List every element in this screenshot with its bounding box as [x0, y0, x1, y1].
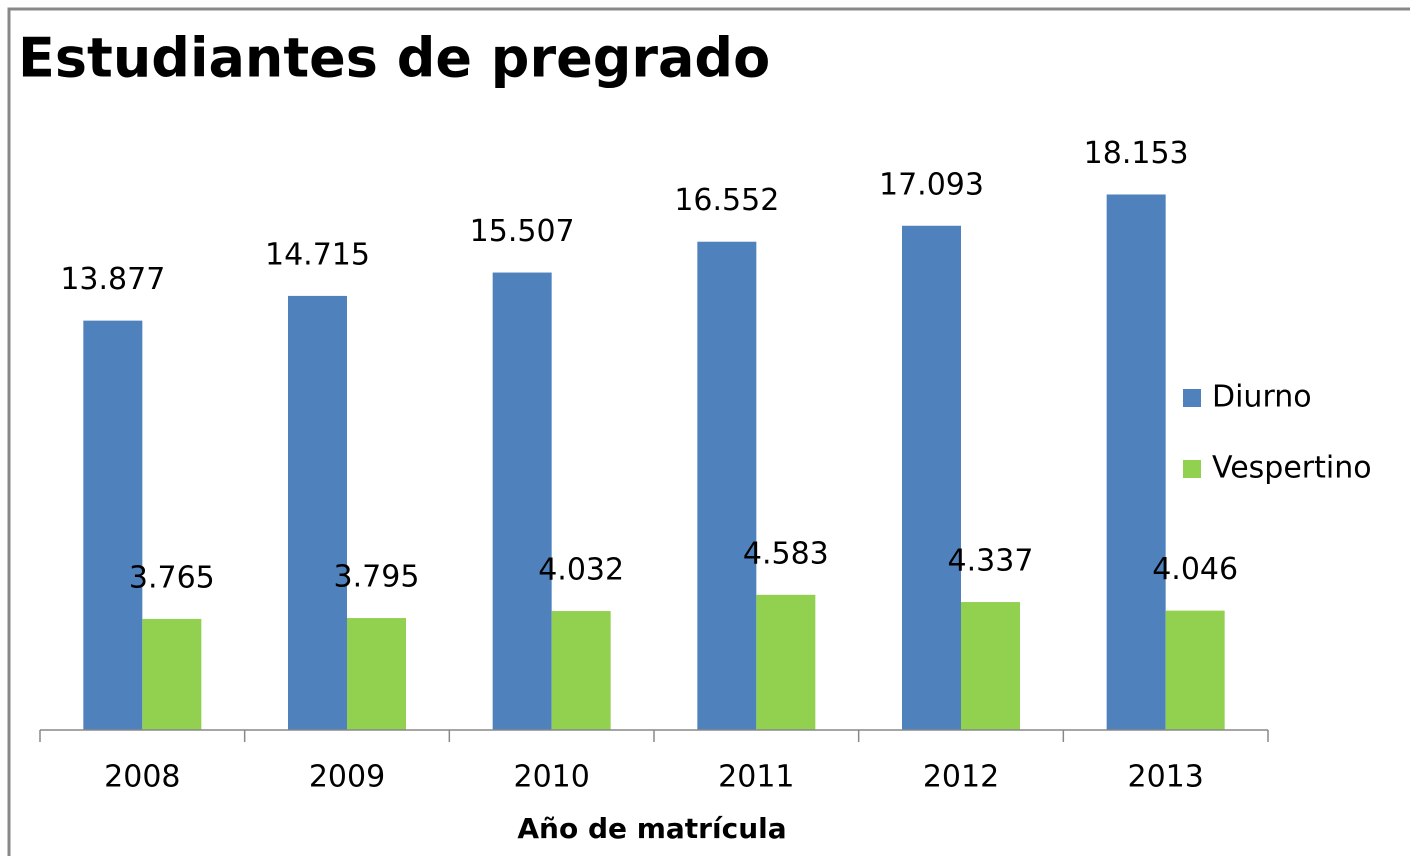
legend-swatch: [1183, 460, 1201, 478]
data-label: 3.795: [334, 560, 420, 595]
data-label: 3.765: [129, 560, 215, 595]
bar: [83, 320, 143, 730]
bar: [347, 618, 406, 730]
data-label: 18.153: [1084, 136, 1189, 171]
bar: [756, 594, 816, 730]
x-tick-label: 2008: [104, 760, 180, 795]
x-tick-label: 2010: [513, 760, 589, 795]
x-tick-label: 2012: [923, 760, 999, 795]
bar: [288, 295, 347, 730]
data-label: 4.583: [743, 536, 829, 571]
bar: [492, 272, 552, 730]
data-label: 13.877: [60, 262, 165, 297]
data-label: 4.337: [948, 544, 1034, 579]
x-tick-label: 2011: [718, 760, 794, 795]
data-label: 4.046: [1152, 552, 1238, 587]
bar: [142, 618, 202, 730]
x-tick-label: 2009: [309, 760, 385, 795]
data-label: 14.715: [265, 237, 370, 272]
frame: [7, 7, 1410, 856]
legend-swatch: [1183, 389, 1201, 407]
data-label: 16.552: [674, 183, 779, 218]
data-label: 4.032: [538, 553, 624, 588]
data-label: 17.093: [879, 167, 984, 202]
bar: [961, 602, 1020, 730]
bar: [551, 611, 611, 730]
bar: [902, 225, 961, 730]
legend-label: Vespertino: [1212, 451, 1372, 486]
bar: [1106, 194, 1166, 730]
legend-label: Diurno: [1212, 380, 1312, 415]
bar: [697, 241, 757, 730]
chart-title: Estudiantes de pregrado: [18, 27, 770, 90]
bar: [1165, 610, 1225, 730]
x-axis-title: Año de matrícula: [517, 812, 786, 845]
x-tick-label: 2013: [1127, 760, 1203, 795]
data-label: 15.507: [470, 214, 575, 249]
